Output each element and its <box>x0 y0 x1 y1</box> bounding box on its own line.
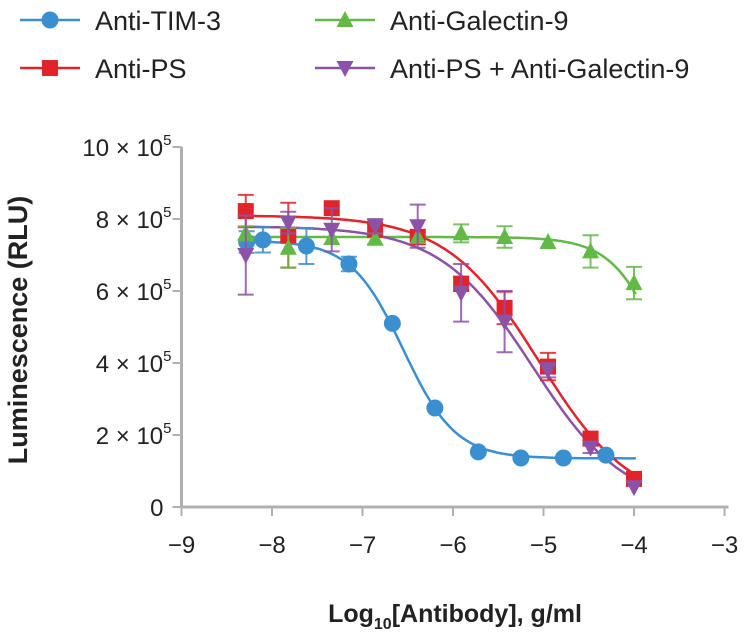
circle-marker <box>512 449 530 467</box>
triangle-down-marker <box>409 219 427 236</box>
y-tick-label: 8 × 105 <box>96 204 172 234</box>
fit-curves <box>244 214 637 481</box>
legend: Anti-TIM-3 Anti-PS Anti-Galectin-9 Anti-PS … <box>20 6 689 84</box>
circle-marker <box>469 443 487 461</box>
x-axis-label: Log10[Antibody], g/ml <box>328 600 582 633</box>
y-axis-label: Luminescence (RLU) <box>3 196 33 465</box>
triangle-down-marker <box>452 285 470 302</box>
x-tick-label: −7 <box>349 532 376 559</box>
triangle-down-marker <box>366 219 384 236</box>
circle-marker <box>340 255 358 273</box>
series-points <box>238 226 615 467</box>
legend-item: Anti-TIM-3 <box>20 6 221 36</box>
triangle-down-marker <box>582 440 600 457</box>
y-tick-label: 4 × 105 <box>96 348 172 378</box>
y-tick-label: 6 × 105 <box>96 276 172 306</box>
triangle-up-marker <box>279 238 297 255</box>
y-tick-label: 2 × 105 <box>96 420 172 450</box>
y-tick-label: 10 × 105 <box>82 132 171 162</box>
triangle-down-marker <box>625 480 643 497</box>
triangle-up-marker <box>539 233 557 250</box>
fit-curve <box>244 239 636 460</box>
y-tick-label: 0 <box>150 495 163 522</box>
triangle-down-marker <box>496 314 514 331</box>
axes: −9 −8 −7 −6 −5 −4 −3 0 2 × 105 4 × 105 6 × 105 8 × … <box>82 132 738 559</box>
circle-marker <box>254 231 272 249</box>
triangle-up-marker <box>366 229 384 246</box>
triangle-up-marker <box>582 242 600 259</box>
data-points <box>237 193 643 497</box>
triangle-down-marker <box>237 248 255 264</box>
x-tick-label: −9 <box>168 532 195 559</box>
circle-marker <box>297 237 315 255</box>
x-tick-label: −4 <box>620 532 647 559</box>
x-tick-label: −3 <box>711 532 738 559</box>
circle-marker <box>597 446 615 464</box>
series-points <box>237 203 643 497</box>
legend-label: Anti-Galectin-9 <box>390 6 569 36</box>
circle-marker <box>383 314 401 332</box>
legend-item: Anti-PS + Anti-Galectin-9 <box>315 54 689 84</box>
legend-item: Anti-PS <box>20 54 187 84</box>
series-points <box>237 193 642 487</box>
legend-label: Anti-TIM-3 <box>95 6 221 36</box>
circle-marker <box>41 11 59 29</box>
triangle-down-marker <box>336 61 354 77</box>
fit-curve <box>244 235 637 295</box>
triangle-down-marker <box>323 222 341 239</box>
triangle-up-marker <box>336 11 354 27</box>
series-points <box>237 223 643 301</box>
x-tick-label: −5 <box>530 532 557 559</box>
triangle-up-marker <box>625 274 643 291</box>
legend-label: Anti-PS + Anti-Galectin-9 <box>390 54 689 84</box>
circle-marker <box>554 449 572 467</box>
fit-curve <box>244 214 637 477</box>
triangle-up-marker <box>452 224 470 241</box>
triangle-up-marker <box>496 228 514 244</box>
legend-item: Anti-Galectin-9 <box>315 6 569 36</box>
x-tick-label: −6 <box>439 532 466 559</box>
circle-marker <box>426 399 444 417</box>
legend-label: Anti-PS <box>95 54 187 84</box>
square-marker <box>42 60 58 76</box>
triangle-down-marker <box>279 215 297 232</box>
x-tick-label: −8 <box>258 532 285 559</box>
triangle-down-marker <box>539 363 557 380</box>
